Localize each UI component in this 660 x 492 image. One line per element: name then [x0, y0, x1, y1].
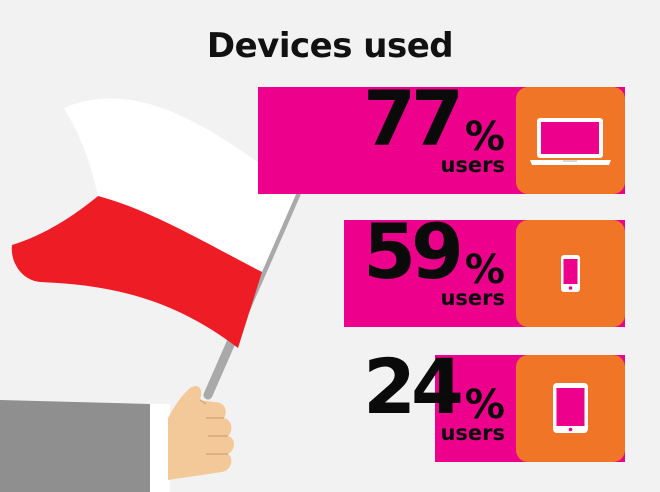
users-label: users [440, 421, 505, 445]
percent-sign: % [464, 114, 505, 160]
hand [168, 386, 234, 480]
icon-box [516, 220, 625, 327]
users-label: users [440, 286, 505, 310]
chart-title: Devices used [206, 26, 454, 66]
icon-box [516, 355, 625, 462]
laptop-icon [530, 118, 611, 165]
bar-row-laptop: 77 % users [258, 81, 625, 194]
percent-value: 24 [363, 342, 464, 431]
percent-value: 59 [363, 207, 464, 296]
flag-red-stripe [11, 196, 263, 348]
bar-row-tablet: 24 % users [363, 349, 625, 462]
cuff [150, 404, 170, 492]
percent-sign: % [464, 382, 505, 428]
smartphone-icon [561, 255, 580, 292]
users-label: users [440, 153, 505, 177]
tablet-icon [553, 383, 588, 433]
value-label: 59 % [363, 214, 505, 293]
icon-box [516, 87, 625, 194]
flag-white-stripe [64, 98, 297, 273]
percent-sign: % [464, 247, 505, 293]
sleeve [0, 400, 162, 492]
value-label: 24 % [363, 349, 505, 428]
bar-row-smartphone: 59 % users [344, 214, 625, 327]
percent-value: 77 [363, 74, 464, 163]
value-label: 77 % [363, 81, 505, 160]
